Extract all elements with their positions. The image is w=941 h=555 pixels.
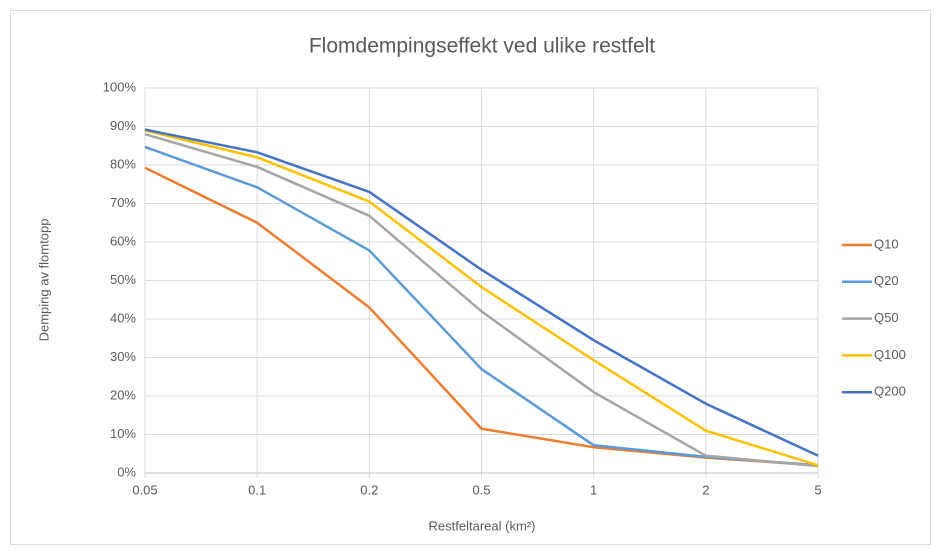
y-tick-label: 70% xyxy=(110,195,136,210)
y-tick-label: 0% xyxy=(117,464,136,479)
y-tick-label: 50% xyxy=(110,272,136,287)
series-line xyxy=(144,133,819,468)
y-tick-label: 10% xyxy=(110,426,136,441)
x-tick-label: 1 xyxy=(590,482,597,497)
x-tick-label: 0.5 xyxy=(472,482,490,497)
y-tick-label: 90% xyxy=(110,118,136,133)
x-tick-label: 2 xyxy=(702,482,709,497)
y-tick-label: 40% xyxy=(110,310,136,325)
x-axis-label: Restfeltareal (km²) xyxy=(429,518,536,533)
legend-label: Q200 xyxy=(874,384,906,399)
legend-label: Q100 xyxy=(874,347,906,362)
legend-label: Q20 xyxy=(874,273,899,288)
x-tick-label: 0.1 xyxy=(248,482,266,497)
chart-title: Flomdempingseffekt ved ulike restfelt xyxy=(309,35,655,58)
series-line xyxy=(144,128,819,457)
y-tick-label: 100% xyxy=(103,79,137,94)
y-tick-label: 60% xyxy=(110,233,136,248)
x-tick-label: 0.05 xyxy=(132,482,157,497)
x-tick-label: 5 xyxy=(814,482,821,497)
y-axis-label: Demping av flomtopp xyxy=(36,219,51,342)
y-tick-label: 80% xyxy=(110,156,136,171)
y-tick-label: 20% xyxy=(110,387,136,402)
x-tick-label: 0.2 xyxy=(360,482,378,497)
legend-label: Q10 xyxy=(874,236,899,251)
y-tick-label: 30% xyxy=(110,349,136,364)
series-line xyxy=(144,129,819,467)
legend-label: Q50 xyxy=(874,310,899,325)
